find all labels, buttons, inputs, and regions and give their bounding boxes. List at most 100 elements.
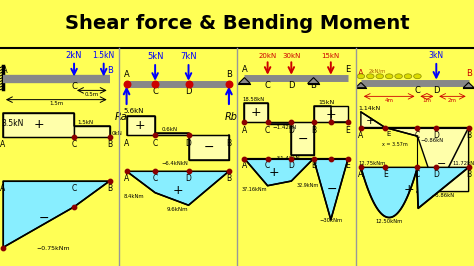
Polygon shape [385, 127, 469, 192]
Text: −: − [204, 141, 214, 154]
Circle shape [414, 74, 421, 79]
Polygon shape [292, 122, 313, 155]
Text: 2kN/m: 2kN/m [368, 68, 386, 73]
Text: A: A [242, 126, 247, 135]
Polygon shape [155, 133, 189, 135]
Text: 3.5kN: 3.5kN [1, 119, 24, 128]
Text: C: C [71, 82, 77, 91]
Text: A: A [0, 184, 6, 193]
Point [241, 156, 248, 161]
Text: 1.5m: 1.5m [49, 102, 64, 106]
Circle shape [376, 74, 383, 79]
Text: D: D [288, 81, 294, 90]
Text: +: + [366, 116, 375, 126]
Text: x = 3.57m: x = 3.57m [383, 142, 408, 147]
Text: 1.5kN: 1.5kN [92, 51, 115, 60]
Text: C: C [415, 131, 420, 140]
Text: Shear force & Bending Moment: Shear force & Bending Moment [64, 14, 410, 34]
Text: C: C [152, 87, 158, 96]
Text: D: D [186, 139, 191, 148]
Text: −: − [437, 159, 447, 169]
Text: 30kN: 30kN [282, 53, 301, 59]
Point [357, 125, 365, 130]
Text: −0.86kN: −0.86kN [420, 138, 443, 143]
Polygon shape [313, 159, 348, 220]
Text: B: B [465, 69, 472, 78]
Circle shape [385, 74, 393, 79]
Text: E: E [346, 126, 350, 135]
Text: B: B [466, 170, 471, 179]
Point [357, 165, 365, 169]
Text: Rb: Rb [225, 112, 238, 122]
Text: 15kN: 15kN [322, 53, 340, 59]
Text: C: C [265, 126, 270, 135]
Point [70, 205, 78, 209]
Text: 4m: 4m [385, 98, 394, 103]
Text: A: A [242, 65, 247, 74]
Text: B: B [107, 184, 112, 193]
Circle shape [395, 74, 402, 79]
Polygon shape [313, 106, 348, 122]
Text: 32.9kNm: 32.9kNm [296, 183, 319, 188]
Text: +: + [173, 184, 183, 197]
Text: D: D [288, 161, 294, 170]
Point [310, 120, 317, 124]
Text: D: D [185, 87, 192, 96]
Text: A: A [358, 69, 364, 78]
Text: B: B [226, 70, 232, 79]
Text: 1.14kN: 1.14kN [358, 106, 381, 111]
Text: 18.58kN: 18.58kN [242, 97, 264, 102]
Point [381, 165, 389, 169]
Text: 2m: 2m [448, 98, 457, 103]
Text: 7kN: 7kN [180, 52, 197, 61]
Polygon shape [127, 116, 155, 135]
Point [288, 156, 295, 161]
Polygon shape [463, 82, 474, 88]
Polygon shape [356, 82, 366, 88]
Text: 8.4kNm: 8.4kNm [124, 194, 145, 200]
Polygon shape [3, 181, 109, 248]
Text: E: E [346, 161, 350, 170]
Polygon shape [245, 159, 313, 186]
Text: 3kN: 3kN [428, 51, 444, 60]
Text: −6.4kNkN: −6.4kNkN [162, 161, 188, 166]
Text: 1m: 1m [422, 98, 431, 103]
Text: −: − [327, 182, 337, 196]
Point [465, 125, 473, 130]
Text: C: C [415, 170, 420, 179]
Text: C: C [72, 140, 77, 149]
Text: −5.86kN: −5.86kN [431, 193, 454, 198]
Text: −0.75kNm: −0.75kNm [36, 246, 70, 251]
Point [327, 156, 335, 161]
Text: E: E [346, 65, 351, 74]
Text: 20kN: 20kN [258, 53, 277, 59]
Text: +: + [404, 183, 415, 196]
Text: E: E [386, 131, 391, 137]
Text: −31.42kN: −31.42kN [273, 156, 301, 161]
Text: B: B [227, 174, 231, 183]
Polygon shape [74, 126, 109, 137]
Point [106, 179, 113, 183]
Text: 5kN: 5kN [147, 52, 164, 61]
Circle shape [357, 74, 365, 79]
Text: C: C [264, 81, 271, 90]
Point [225, 81, 233, 86]
Text: −30kNm: −30kNm [319, 218, 342, 223]
Point [288, 120, 295, 124]
Point [151, 133, 159, 138]
Text: C: C [153, 139, 158, 148]
Text: D: D [433, 86, 439, 95]
Point [432, 125, 440, 130]
Text: 0.5m: 0.5m [85, 92, 99, 97]
Text: E: E [383, 170, 388, 179]
Text: A: A [242, 161, 247, 170]
Text: C: C [153, 174, 158, 183]
Text: B: B [310, 81, 317, 90]
Text: +: + [250, 106, 261, 119]
Text: −: − [297, 133, 308, 146]
Point [310, 156, 317, 161]
Text: B: B [107, 66, 112, 75]
Text: 15kN: 15kN [319, 100, 335, 105]
Point [344, 120, 352, 124]
Point [106, 135, 113, 139]
